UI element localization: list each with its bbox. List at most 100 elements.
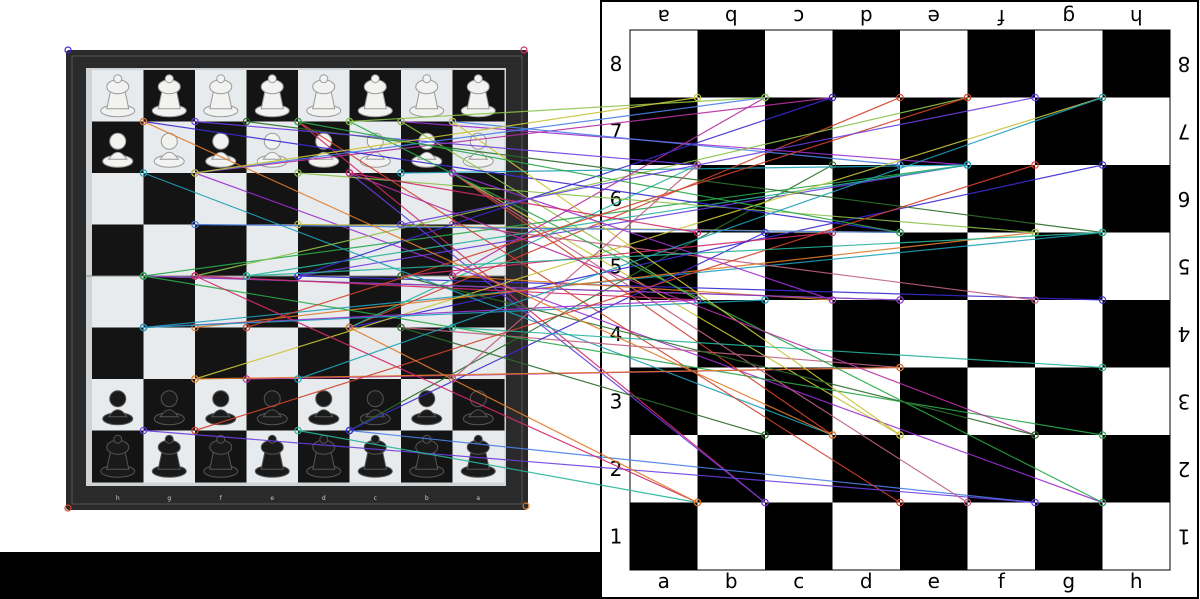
diagram-square — [1102, 165, 1171, 233]
keypoint-marker — [896, 363, 904, 372]
keypoint-marker — [1098, 498, 1107, 507]
match-line — [143, 120, 901, 234]
match-line — [297, 429, 698, 504]
rank-label-right: 4 — [1178, 322, 1191, 346]
rim-file-letter: g — [167, 495, 171, 502]
keypoint-marker — [828, 161, 837, 169]
diagram-square — [697, 165, 766, 233]
keypoint-marker — [1098, 161, 1107, 169]
keypoint-marker — [896, 431, 904, 439]
keypoint-marker — [1098, 363, 1107, 372]
match-line — [297, 172, 1036, 234]
diagram-square — [900, 367, 968, 436]
diagram-square — [1102, 502, 1171, 571]
keypoint-marker — [761, 431, 769, 439]
keypoint-marker — [191, 375, 199, 383]
diagram-square — [900, 502, 968, 571]
diagram-square — [967, 300, 1036, 368]
corner-keypoint — [520, 46, 528, 54]
keypoint-marker — [896, 228, 904, 237]
keypoint-marker — [1098, 93, 1107, 102]
photo-square — [143, 224, 196, 277]
diagram-square — [967, 367, 1036, 436]
pawn-piece — [256, 390, 288, 426]
rim-file-letter: b — [425, 495, 429, 502]
keypoint-marker — [191, 169, 199, 177]
file-label-top: e — [928, 5, 940, 29]
match-line — [452, 172, 833, 301]
match-line — [400, 96, 1036, 226]
match-line — [452, 223, 1036, 301]
pawn-piece — [102, 132, 134, 168]
match-line — [194, 275, 698, 301]
file-label-bottom: e — [928, 569, 940, 593]
match-line — [400, 326, 901, 369]
keypoint-marker — [761, 498, 769, 507]
black-back-piece — [357, 434, 393, 478]
diagram-square — [900, 97, 968, 166]
keypoint-marker — [761, 296, 769, 304]
photo-square — [143, 276, 196, 328]
match-line — [400, 275, 1036, 436]
diagram-square — [1035, 165, 1103, 233]
match-line — [349, 164, 1103, 329]
keypoint-marker — [191, 272, 199, 280]
white-back-piece — [460, 74, 496, 118]
black-back-piece — [203, 434, 239, 478]
match-line — [349, 172, 766, 503]
white-back-piece — [306, 74, 342, 118]
keypoint-marker — [1031, 431, 1039, 439]
file-label-bottom: d — [860, 569, 873, 593]
keypoint-marker — [191, 117, 199, 126]
match-line — [143, 299, 766, 329]
match-line — [297, 96, 1103, 380]
match-line — [349, 172, 698, 234]
diagram-square — [832, 502, 901, 571]
match-line — [143, 164, 968, 277]
keypoint-marker — [1031, 93, 1039, 102]
photo-square — [195, 224, 247, 277]
white-back-piece — [254, 74, 290, 118]
black-back-piece — [151, 434, 187, 478]
photo-square — [143, 327, 196, 380]
match-line — [246, 120, 1103, 234]
keypoint-marker — [828, 431, 837, 439]
keypoint-marker — [1031, 296, 1039, 304]
pawn-piece — [153, 390, 185, 426]
keypoint-marker — [828, 296, 837, 304]
diagram-square — [967, 30, 1036, 98]
match-line — [400, 164, 968, 174]
file-label-bottom: f — [998, 569, 1006, 593]
white-back-piece — [151, 74, 187, 118]
corner-keypoint — [64, 504, 72, 512]
keypoint-marker — [963, 161, 972, 169]
file-label-top: c — [793, 5, 804, 29]
keypoint-marker — [761, 93, 769, 102]
keypoint-marker — [828, 93, 837, 102]
keypoint-marker — [345, 117, 354, 126]
match-line — [194, 164, 1036, 432]
rank-label-left: 3 — [610, 389, 623, 413]
keypoint-marker — [397, 220, 405, 229]
keypoint-marker — [693, 228, 702, 237]
keypoint-marker — [448, 375, 457, 383]
keypoint-marker — [1031, 498, 1039, 507]
file-label-bottom: a — [658, 569, 670, 593]
diagram-square — [697, 30, 766, 98]
diagram-square — [900, 165, 968, 233]
keypoint-marker — [896, 296, 904, 304]
file-label-bottom: c — [793, 569, 804, 593]
file-label-top: f — [997, 5, 1005, 29]
keypoint-marker — [345, 169, 354, 177]
diagram-square — [967, 97, 1036, 166]
match-line — [194, 120, 698, 166]
match-lines — [64, 46, 1107, 512]
file-label-bottom: b — [725, 569, 738, 593]
diagram-square — [697, 300, 766, 368]
rim-file-letter: d — [322, 495, 326, 502]
keypoint-marker — [242, 272, 251, 280]
diagram-square — [967, 435, 1036, 503]
keypoint-marker — [139, 323, 148, 332]
keypoint-marker — [242, 375, 251, 383]
pawn-piece — [205, 132, 237, 168]
